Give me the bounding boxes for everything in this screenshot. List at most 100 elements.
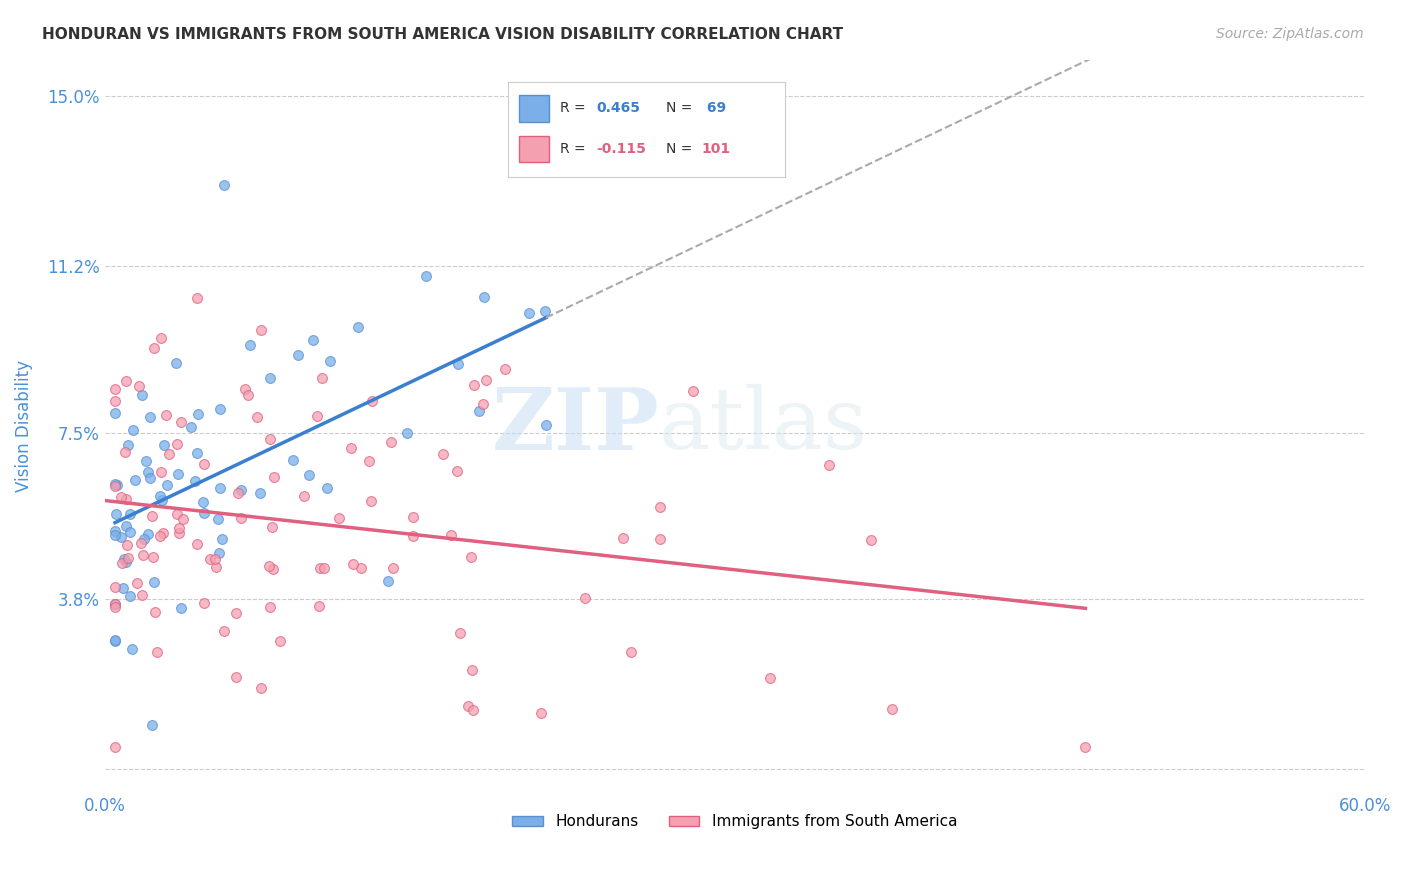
Point	[166, 507, 188, 521]
Point	[347, 320, 370, 334]
Point	[262, 562, 284, 576]
Point	[457, 698, 479, 713]
Point	[311, 371, 333, 385]
Point	[263, 470, 285, 484]
Point	[357, 453, 380, 467]
Point	[127, 576, 149, 591]
Point	[225, 606, 247, 620]
Point	[104, 394, 127, 409]
Point	[117, 438, 139, 452]
Point	[395, 426, 418, 441]
Point	[105, 507, 128, 521]
Point	[447, 358, 470, 372]
Point	[818, 458, 841, 473]
Point	[461, 703, 484, 717]
Point	[361, 393, 384, 408]
Point	[115, 491, 138, 506]
Point	[494, 362, 516, 376]
Point	[115, 555, 138, 569]
Point	[620, 645, 643, 659]
Point	[380, 435, 402, 450]
Point	[377, 574, 399, 588]
Point	[129, 536, 152, 550]
Point	[461, 663, 484, 677]
Point	[308, 599, 330, 614]
Point	[167, 525, 190, 540]
Point	[118, 589, 141, 603]
Point	[212, 178, 235, 193]
Point	[287, 348, 309, 362]
Point	[110, 530, 132, 544]
Point	[440, 527, 463, 541]
Point	[112, 581, 135, 595]
Point	[534, 418, 557, 433]
Point	[143, 605, 166, 619]
Point	[104, 406, 127, 420]
Point	[141, 509, 163, 524]
Point	[225, 670, 247, 684]
Point	[360, 494, 382, 508]
Point	[155, 477, 177, 491]
Point	[157, 447, 180, 461]
Point	[186, 537, 208, 551]
Point	[259, 600, 281, 615]
Point	[207, 512, 229, 526]
Point	[135, 453, 157, 467]
Point	[104, 739, 127, 754]
Point	[141, 717, 163, 731]
Point	[415, 268, 437, 283]
Point	[468, 404, 491, 418]
Point	[530, 706, 553, 720]
Point	[169, 415, 191, 429]
Point	[318, 353, 340, 368]
Point	[111, 556, 134, 570]
Point	[315, 482, 337, 496]
Point	[226, 485, 249, 500]
Point	[104, 599, 127, 614]
Point	[124, 474, 146, 488]
Point	[187, 407, 209, 421]
Point	[139, 471, 162, 485]
Point	[131, 387, 153, 401]
Point	[155, 408, 177, 422]
Point	[301, 333, 323, 347]
Point	[209, 481, 232, 495]
Point	[574, 591, 596, 605]
Point	[134, 532, 156, 546]
Point	[246, 410, 269, 425]
Point	[170, 601, 193, 615]
Point	[682, 384, 704, 399]
Point	[204, 552, 226, 566]
Point	[149, 331, 172, 345]
Point	[307, 409, 329, 424]
Point	[402, 529, 425, 543]
Point	[449, 626, 471, 640]
Point	[121, 423, 143, 437]
Legend: Hondurans, Immigrants from South America: Hondurans, Immigrants from South America	[506, 808, 963, 836]
Point	[328, 511, 350, 525]
Point	[208, 546, 231, 560]
Point	[120, 524, 142, 539]
Point	[104, 597, 127, 611]
Point	[166, 467, 188, 482]
Point	[1074, 739, 1097, 754]
Point	[104, 632, 127, 647]
Point	[612, 531, 634, 545]
Point	[114, 445, 136, 459]
Point	[260, 520, 283, 534]
Point	[121, 641, 143, 656]
Point	[191, 494, 214, 508]
Point	[128, 379, 150, 393]
Point	[114, 375, 136, 389]
Point	[143, 575, 166, 590]
Point	[233, 382, 256, 396]
Point	[460, 549, 482, 564]
Text: ZIP: ZIP	[491, 384, 659, 467]
Point	[165, 356, 187, 370]
Point	[257, 559, 280, 574]
Point	[880, 702, 903, 716]
Point	[471, 397, 494, 411]
Point	[186, 291, 208, 305]
Point	[231, 483, 253, 497]
Point	[475, 373, 498, 387]
